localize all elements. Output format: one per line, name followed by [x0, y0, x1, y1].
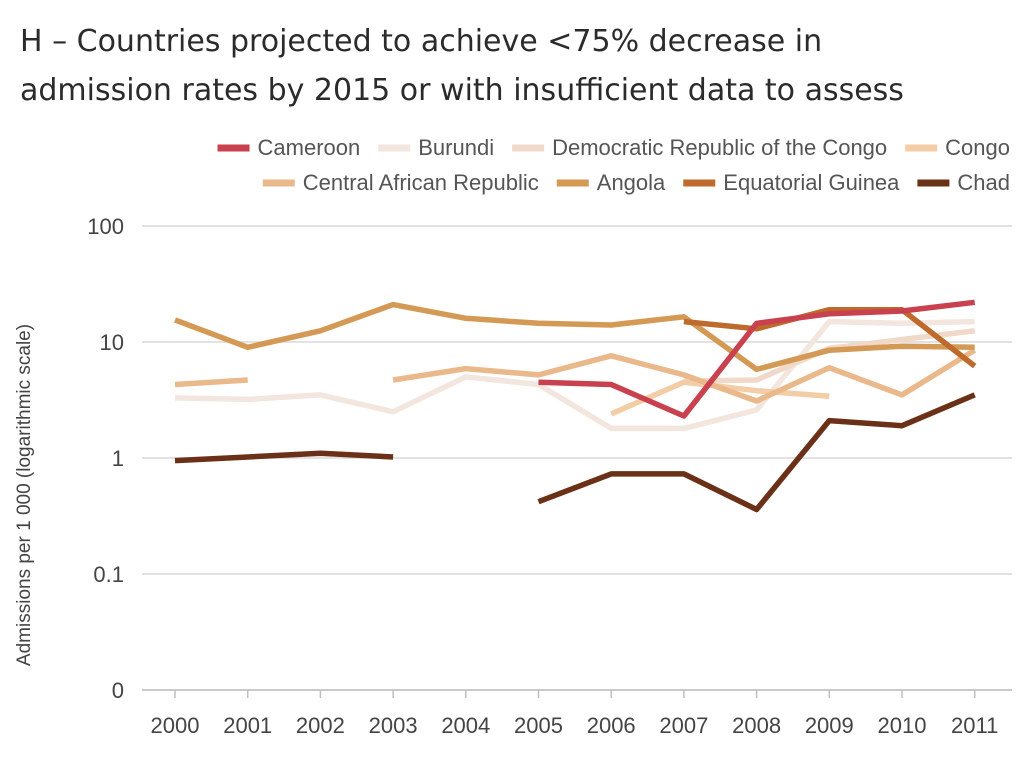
series-angola — [174, 301, 975, 373]
series-line-equatorial-guinea — [683, 306, 977, 369]
x-tick-label: 2010 — [878, 713, 927, 738]
series-line-chad — [537, 392, 976, 513]
x-tick-label: 2004 — [441, 713, 490, 738]
x-tick-label: 2000 — [151, 713, 200, 738]
series-line-central-african-republic — [392, 347, 977, 404]
y-tick-label: 100 — [87, 214, 124, 239]
series-line-chad — [174, 450, 394, 464]
series-line-cameroon — [538, 299, 976, 419]
x-tick-label: 2006 — [587, 713, 636, 738]
legend-item-cameroon: Cameroon — [217, 135, 361, 160]
legend-item-burundi: Burundi — [378, 135, 494, 160]
series-lines — [174, 299, 977, 513]
legend-label: Cameroon — [258, 135, 361, 160]
legend-label: Congo — [945, 135, 1010, 160]
axes: 100 10 1 0.1 0 2000 2001 2002 2003 2004 2005 2006 20… — [87, 214, 1012, 738]
series-burundi — [174, 318, 975, 432]
series-chad — [174, 392, 976, 513]
x-tick-label: 2002 — [296, 713, 345, 738]
legend-label: Democratic Republic of the Congo — [552, 135, 887, 160]
x-tick-label: 2003 — [369, 713, 418, 738]
chart-title-line-1: H – Countries projected to achieve <75% … — [20, 24, 822, 59]
legend: Cameroon Burundi Democratic Republic of th… — [217, 135, 1010, 195]
x-tick-label: 2009 — [805, 713, 854, 738]
y-tick-label: 1 — [112, 446, 124, 471]
x-tick-label: 2005 — [514, 713, 563, 738]
series-line-angola — [174, 301, 975, 373]
x-tick-label: 2008 — [732, 713, 781, 738]
legend-item-central-african-republic: Central African Republic — [262, 170, 539, 195]
y-axis-label: Admissions per 1 000 (logarithmic scale) — [14, 324, 35, 666]
legend-item-angola: Angola — [556, 170, 666, 195]
y-tick-label: 0 — [112, 678, 124, 703]
legend-item-chad: Chad — [917, 170, 1010, 195]
legend-item-congo: Congo — [905, 135, 1010, 160]
x-tick-label: 2007 — [659, 713, 708, 738]
legend-item-equatorial-guinea: Equatorial Guinea — [683, 170, 900, 195]
series-equatorial-guinea — [683, 306, 977, 369]
legend-label: Equatorial Guinea — [723, 170, 900, 195]
x-tick-label: 2011 — [951, 713, 998, 738]
series-central-african-republic — [174, 347, 977, 404]
series-line-central-african-republic — [174, 377, 248, 388]
legend-label: Chad — [957, 170, 1010, 195]
series-cameroon — [538, 299, 976, 419]
chart-title-line-2: admission rates by 2015 or with insuffic… — [20, 73, 904, 108]
legend-item-democratic-republic-of-the-congo: Democratic Republic of the Congo — [512, 135, 887, 160]
y-tick-label: 0.1 — [93, 562, 124, 587]
x-tick-label: 2001 — [223, 713, 272, 738]
legend-label: Central African Republic — [303, 170, 539, 195]
legend-label: Burundi — [418, 135, 494, 160]
y-tick-label: 10 — [100, 330, 124, 355]
legend-label: Angola — [597, 170, 666, 195]
series-line-burundi — [174, 318, 975, 432]
